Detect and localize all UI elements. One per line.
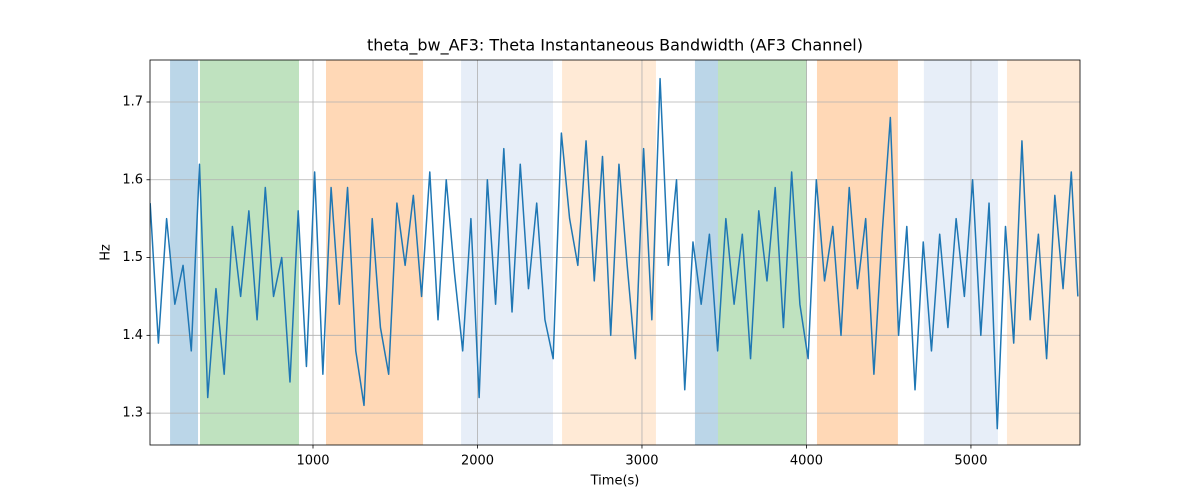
plot-lines — [150, 77, 1079, 430]
shaded-region — [170, 60, 199, 445]
y-tick-label: 1.4 — [122, 328, 143, 343]
shaded-region — [694, 60, 718, 445]
chart-title: theta_bw_AF3: Theta Instantaneous Bandwi… — [367, 36, 863, 56]
shaded-region — [461, 60, 553, 445]
data-line — [150, 77, 1079, 430]
shaded-region — [200, 60, 300, 445]
x-tick-label: 4000 — [790, 454, 823, 469]
shaded-region — [717, 60, 807, 445]
axes-frame — [149, 59, 1081, 446]
x-tick-label: 3000 — [625, 454, 658, 469]
x-tick-label: 1000 — [296, 454, 329, 469]
shaded-region — [1006, 60, 1080, 445]
shaded-region — [816, 60, 898, 445]
y-tick-label: 1.7 — [122, 95, 143, 110]
x-tick-label: 5000 — [954, 454, 987, 469]
ticks: 1000 2000 3000 4000 5000 1.3 1.4 1.5 1.6 1.7 — [122, 95, 987, 469]
y-axis-label: Hz — [99, 244, 114, 261]
shaded-region — [923, 60, 998, 445]
shaded-regions — [170, 60, 1080, 445]
x-axis-label: Time(s) — [590, 474, 640, 489]
x-tick-label: 2000 — [461, 454, 494, 469]
y-tick-label: 1.5 — [122, 250, 143, 265]
y-tick-label: 1.3 — [122, 406, 143, 421]
y-tick-label: 1.6 — [122, 172, 143, 187]
